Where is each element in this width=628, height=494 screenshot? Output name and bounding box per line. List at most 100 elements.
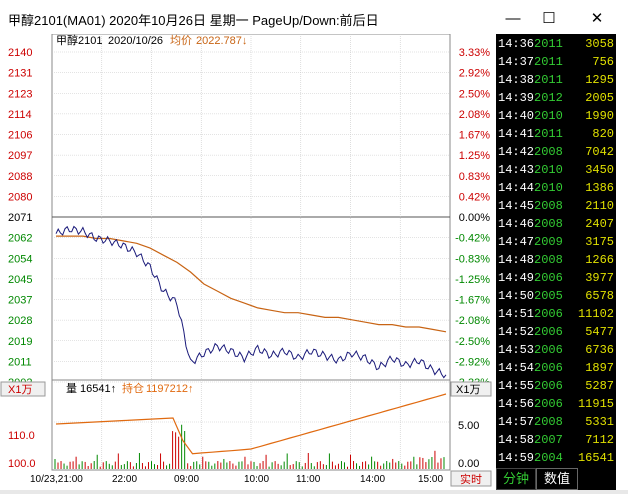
tick-time: 14:57 (498, 415, 535, 429)
tick-vol: 1386 (585, 181, 614, 195)
tick-time: 14:48 (498, 253, 535, 267)
chart-symbol: 甲醇2101 (56, 34, 102, 47)
left-price-label: 2080 (8, 191, 32, 203)
right-percent-label: -2.92% (455, 356, 490, 368)
tick-vol: 11102 (577, 307, 614, 321)
right-percent-label: -2.50% (455, 336, 490, 348)
right-percent-label: -1.67% (455, 295, 490, 307)
time-label-3: 10:00 (244, 474, 269, 485)
window-title: 甲醇2101(MA01) 2020年10月26日 星期一 PageUp/Down… (8, 13, 379, 28)
right-percent-label: 2.92% (459, 68, 490, 80)
tick-vol: 3175 (585, 235, 614, 249)
tick-vol: 16541 (577, 451, 614, 465)
left-price-label: 2106 (8, 130, 32, 142)
tick-price: 2006 (534, 307, 563, 321)
vol-right-label-0: 5.00 (458, 420, 479, 432)
tick-time: 14:50 (498, 289, 535, 303)
left-price-label: 2011 (8, 356, 32, 368)
tick-price: 2006 (534, 343, 563, 357)
avg-label: 均价 (170, 34, 192, 47)
tab-minute[interactable]: 分钟 (496, 468, 536, 490)
tick-list[interactable]: 14:36 2011 3058 14:37 2011 756 14:38 2011 1295 14… (496, 34, 616, 468)
tick-price: 2008 (534, 199, 563, 213)
left-price-label: 2114 (8, 109, 32, 121)
left-price-axis: 2140 2131 2123 2114 2106 2097 2088 2080 2071 2062… (8, 47, 32, 389)
time-label-0: 10/23,21:00 (30, 474, 83, 485)
vol-value: 16541↑ (80, 383, 116, 395)
time-label-2: 09:00 (174, 474, 199, 485)
vol-scale-right-box (450, 381, 492, 397)
tick-vol: 756 (592, 55, 614, 69)
tick-price: 2008 (534, 253, 563, 267)
tick-vol: 3977 (585, 271, 614, 285)
tick-vol: 5331 (585, 415, 614, 429)
tick-price: 2011 (534, 127, 563, 141)
right-percent-label: 2.08% (459, 109, 490, 121)
vol-scale-left: X1万 (8, 384, 32, 396)
tick-price: 2008 (534, 145, 563, 159)
vol-right-label-1: 0.00 (458, 458, 479, 470)
left-price-label: 2028 (8, 315, 32, 327)
right-percent-label: 0.83% (459, 171, 490, 183)
close-button[interactable]: ✕ (590, 10, 604, 27)
right-percent-axis: 3.33% 2.92% 2.50% 2.08% 1.67% 1.25% 0.83% 0.42%… (455, 47, 490, 389)
oi-value: 1197212↑ (146, 383, 194, 395)
oi-label: 持仓 (122, 381, 144, 395)
tick-price: 2011 (534, 73, 563, 87)
right-percent-label: 1.67% (459, 130, 490, 142)
tick-time: 14:51 (498, 307, 535, 321)
tick-vol: 5287 (585, 379, 614, 393)
tick-price: 2012 (534, 91, 563, 105)
left-price-label: 2097 (8, 150, 32, 162)
tick-time: 14:43 (498, 163, 535, 177)
right-percent-label: 0.42% (459, 191, 490, 203)
tick-time: 14:44 (498, 181, 535, 195)
tick-price: 2006 (534, 361, 563, 375)
tick-time: 14:58 (498, 433, 535, 447)
tick-time: 14:54 (498, 361, 535, 375)
tick-time: 14:36 (498, 37, 535, 51)
open-interest-line (55, 393, 447, 455)
volume-bars (54, 424, 445, 469)
tick-time: 14:40 (498, 109, 535, 123)
right-edge (616, 34, 628, 494)
tick-vol: 820 (592, 127, 614, 141)
tick-vol: 11915 (577, 397, 614, 411)
vol-left-label-0: 110.0 (8, 430, 35, 442)
tick-vol: 2110 (585, 199, 614, 213)
vol-left-label-1: 100.0 (8, 458, 36, 470)
left-price-label: 2123 (8, 88, 32, 100)
title-bar: 甲醇2101(MA01) 2020年10月26日 星期一 PageUp/Down… (0, 0, 628, 34)
tick-time: 14:42 (498, 145, 535, 159)
vol-label: 量 (66, 382, 77, 395)
average-price-line (56, 235, 447, 333)
tick-price: 2010 (534, 109, 563, 123)
tick-vol: 3450 (585, 163, 614, 177)
right-percent-label: -2.08% (455, 315, 490, 327)
right-percent-label: 2.50% (459, 88, 490, 100)
maximize-button[interactable]: ☐ (542, 10, 556, 27)
tick-vol: 5477 (585, 325, 614, 339)
tick-time: 14:53 (498, 343, 535, 357)
time-label-4: 11:00 (296, 474, 321, 485)
tick-time: 14:59 (498, 451, 535, 465)
right-percent-label: 1.25% (459, 150, 490, 162)
tick-vol: 6736 (585, 343, 614, 357)
tick-vol: 3058 (585, 37, 614, 51)
tick-price: 2010 (534, 163, 563, 177)
tick-price: 2006 (534, 397, 563, 411)
tick-time: 14:46 (498, 217, 535, 231)
tick-price: 2008 (534, 415, 563, 429)
tick-vol: 6578 (585, 289, 614, 303)
tab-values[interactable]: 数值 (536, 468, 578, 490)
tick-price: 2006 (534, 271, 563, 285)
minimize-button[interactable]: — (505, 9, 521, 27)
intraday-chart[interactable]: 2140 2131 2123 2114 2106 2097 2088 2080 2071 2062… (0, 34, 496, 490)
left-price-label: 2037 (8, 295, 32, 307)
realtime-button[interactable] (450, 470, 492, 487)
tick-vol: 1897 (585, 361, 614, 375)
tick-price: 2007 (534, 433, 563, 447)
time-label-5: 14:00 (360, 474, 385, 485)
vol-scale-left-box (0, 381, 46, 397)
left-price-label: 2131 (8, 68, 32, 80)
